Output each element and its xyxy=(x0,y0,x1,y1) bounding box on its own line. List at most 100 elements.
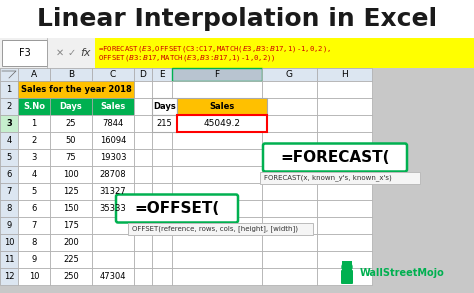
Text: 5: 5 xyxy=(6,153,12,162)
Bar xyxy=(128,222,313,234)
Bar xyxy=(262,217,317,234)
Text: 200: 200 xyxy=(63,238,79,247)
Bar xyxy=(152,234,172,251)
Text: 6: 6 xyxy=(6,170,12,179)
Bar xyxy=(50,217,92,234)
Text: 16094: 16094 xyxy=(100,136,126,145)
FancyBboxPatch shape xyxy=(116,195,238,222)
Bar xyxy=(50,200,92,217)
Text: fx: fx xyxy=(80,48,91,58)
Bar xyxy=(50,115,92,132)
Text: 31327: 31327 xyxy=(100,187,126,196)
Text: 10: 10 xyxy=(29,272,39,281)
Bar xyxy=(50,251,92,268)
Bar xyxy=(92,98,134,115)
Text: B: B xyxy=(68,70,74,79)
Bar xyxy=(92,81,134,98)
Bar xyxy=(92,268,134,285)
Bar xyxy=(152,98,177,115)
Bar xyxy=(50,68,92,81)
Bar xyxy=(50,166,92,183)
Text: Sales: Sales xyxy=(210,102,235,111)
Text: 250: 250 xyxy=(63,272,79,281)
Bar xyxy=(262,98,317,115)
Bar xyxy=(18,234,50,251)
Bar xyxy=(152,166,172,183)
Bar xyxy=(18,200,50,217)
Bar xyxy=(262,200,317,217)
Bar xyxy=(262,81,317,98)
Text: 75: 75 xyxy=(66,153,76,162)
Bar xyxy=(177,115,267,132)
Text: 2: 2 xyxy=(31,136,36,145)
Bar xyxy=(342,261,352,265)
Bar xyxy=(0,115,18,132)
Text: 8: 8 xyxy=(6,204,12,213)
Bar xyxy=(262,166,317,183)
Bar xyxy=(172,98,262,115)
Bar xyxy=(172,68,262,81)
Text: Linear Interpolation in Excel: Linear Interpolation in Excel xyxy=(37,7,437,31)
Bar xyxy=(152,217,172,234)
Bar xyxy=(172,251,262,268)
Bar xyxy=(152,68,172,81)
Bar xyxy=(262,234,317,251)
Text: FORECAST(x, known_y's, known_x's): FORECAST(x, known_y's, known_x's) xyxy=(264,174,392,181)
Text: 10: 10 xyxy=(4,238,14,247)
Bar xyxy=(152,149,172,166)
Bar xyxy=(18,98,50,115)
Bar xyxy=(50,268,92,285)
Bar xyxy=(50,183,92,200)
Text: Days: Days xyxy=(60,102,82,111)
Bar xyxy=(262,183,317,200)
Text: F3: F3 xyxy=(18,48,30,58)
Bar xyxy=(134,81,152,98)
Bar xyxy=(152,183,172,200)
Bar xyxy=(172,200,262,217)
Bar xyxy=(317,68,372,81)
Bar xyxy=(0,217,18,234)
Text: 35333: 35333 xyxy=(100,204,127,213)
Bar xyxy=(92,166,134,183)
Bar xyxy=(134,217,152,234)
Bar xyxy=(317,132,372,149)
Text: 9: 9 xyxy=(31,255,36,264)
Bar xyxy=(0,268,18,285)
Bar xyxy=(262,132,317,149)
Text: =OFFSET(: =OFFSET( xyxy=(134,201,219,216)
Bar xyxy=(172,149,262,166)
Bar xyxy=(18,149,50,166)
Text: 7844: 7844 xyxy=(102,119,124,128)
Text: 45049.2: 45049.2 xyxy=(203,119,240,128)
Text: ✓: ✓ xyxy=(68,48,76,58)
Bar xyxy=(317,98,372,115)
Bar xyxy=(0,183,18,200)
Bar xyxy=(50,81,92,98)
Bar xyxy=(18,166,50,183)
Bar xyxy=(0,234,18,251)
Text: F: F xyxy=(214,70,219,79)
Text: 1: 1 xyxy=(31,119,36,128)
Text: OFFSET($B$3:$B$17,MATCH($E$3,$B$3:$B$17,1)-1,0,2)): OFFSET($B$3:$B$17,MATCH($E$3,$B$3:$B$17,… xyxy=(98,53,276,63)
Bar xyxy=(134,251,152,268)
Bar xyxy=(317,149,372,166)
Text: 7: 7 xyxy=(6,187,12,196)
FancyBboxPatch shape xyxy=(263,144,407,171)
Bar xyxy=(152,115,177,132)
Text: 215: 215 xyxy=(156,119,173,128)
Bar xyxy=(152,115,172,132)
Text: C: C xyxy=(110,70,116,79)
Bar xyxy=(262,149,317,166)
Bar xyxy=(50,98,92,115)
Bar xyxy=(92,132,134,149)
Bar xyxy=(0,132,18,149)
Text: G: G xyxy=(286,70,293,79)
Bar xyxy=(134,200,152,217)
Bar xyxy=(262,115,317,132)
Bar xyxy=(18,81,50,98)
Text: 5: 5 xyxy=(31,187,36,196)
Text: 175: 175 xyxy=(63,221,79,230)
Bar xyxy=(317,115,372,132)
Bar xyxy=(152,98,172,115)
Bar xyxy=(18,68,50,81)
